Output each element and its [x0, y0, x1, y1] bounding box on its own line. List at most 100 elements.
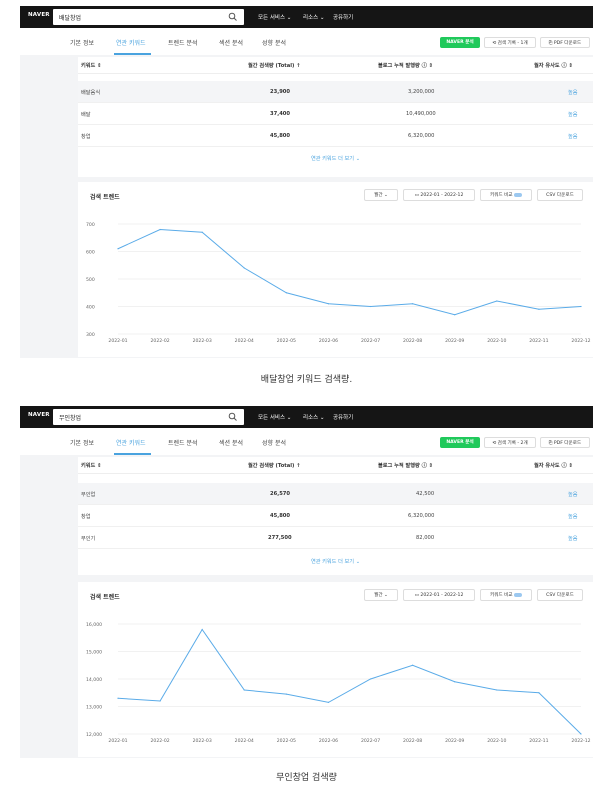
- x-tick-label: 2022-03: [193, 338, 212, 344]
- more-keywords-link[interactable]: 연관 키워드 더 보기 ⌄: [310, 156, 361, 162]
- column-keyword[interactable]: 키워드 ⇕: [81, 463, 102, 469]
- tab-tendency-analysis[interactable]: 성향 분석: [262, 440, 286, 447]
- naver-dropdown[interactable]: NAVER ⌄: [28, 412, 57, 418]
- data-point: [538, 692, 540, 694]
- column-similarity[interactable]: 월자 유사도 ⓘ ⇕: [534, 63, 573, 69]
- series-line: [117, 228, 582, 316]
- y-tick-label: 300: [86, 332, 95, 338]
- keyword-compare-button[interactable]: 키워드 비교: [480, 589, 532, 601]
- menu-all-services[interactable]: 모든 서비스 ⌄: [258, 415, 292, 421]
- active-tab-indicator: [114, 453, 151, 455]
- x-tick-label: 2022-08: [403, 738, 422, 744]
- date-range-label: 2022-01 - 2022-12: [420, 593, 464, 598]
- tab-bar: 기본 정보 연관 키워드 트렌드 분석 섹션 분석 성향 분석 NAVER 분석…: [20, 28, 593, 55]
- x-tick-label: 2022-08: [403, 338, 422, 344]
- data-point: [159, 700, 161, 702]
- table-row[interactable]: 무인기 277,500 82,000 높음: [78, 527, 593, 549]
- column-blog-count[interactable]: 블로그 누적 발행량 ⓘ ⇕: [378, 463, 433, 469]
- cell-similarity: 높음: [568, 112, 578, 118]
- period-label: 월간: [374, 593, 383, 598]
- column-similarity[interactable]: 월자 유사도 ⓘ ⇕: [534, 463, 573, 469]
- search-icon[interactable]: [228, 12, 238, 22]
- search-icon[interactable]: [228, 412, 238, 422]
- naver-dropdown[interactable]: NAVER ⌄: [28, 12, 57, 18]
- tab-basic-info[interactable]: 기본 정보: [70, 440, 94, 447]
- cell-keyword: 무인업: [81, 492, 96, 498]
- x-tick-label: 2022-01: [108, 338, 127, 344]
- tab-bar: 기본 정보 연관 키워드 트렌드 분석 섹션 분석 성향 분석 NAVER 분석…: [20, 428, 593, 455]
- column-monthly-volume[interactable]: 월간 검색량 (Total) ↑: [248, 63, 301, 69]
- table-row[interactable]: 창업 45,800 6,320,000 높음: [78, 125, 593, 147]
- cell-volume: 277,500: [268, 535, 292, 541]
- table-row[interactable]: 배달음식 23,900 3,200,000 높음: [78, 81, 593, 103]
- x-tick-label: 2022-07: [361, 338, 380, 344]
- menu-resources[interactable]: 리소스 ⌄: [303, 415, 325, 421]
- data-point: [454, 314, 456, 316]
- screenshot-panel-1: NAVER ⌄ 배달창업 모든 서비스 ⌄ 리소스 ⌄ 공유하기 기본 정보 연…: [20, 6, 593, 358]
- column-monthly-volume[interactable]: 월간 검색량 (Total) ↑: [248, 463, 301, 469]
- x-tick-label: 2022-09: [445, 738, 464, 744]
- menu-all-services[interactable]: 모든 서비스 ⌄: [258, 15, 292, 21]
- data-point: [580, 733, 582, 735]
- y-tick-label: 16,000: [86, 622, 102, 628]
- x-tick-label: 2022-03: [193, 738, 212, 744]
- tab-basic-info[interactable]: 기본 정보: [70, 40, 94, 47]
- menu-resources[interactable]: 리소스 ⌄: [303, 15, 325, 21]
- tab-trend-analysis[interactable]: 트렌드 분석: [168, 40, 198, 47]
- period-label: 월간: [374, 193, 383, 198]
- x-tick-label: 2022-05: [277, 338, 296, 344]
- date-range-label: 2022-01 - 2022-12: [420, 193, 464, 198]
- keyword-table: 키워드 ⇕ 월간 검색량 (Total) ↑ 블로그 누적 발행량 ⓘ ⇕ 월자…: [78, 457, 593, 575]
- column-blog-count[interactable]: 블로그 누적 발행량 ⓘ ⇕: [378, 63, 433, 69]
- data-point: [285, 292, 287, 294]
- tab-section-analysis[interactable]: 섹션 분석: [219, 40, 243, 47]
- date-range-picker[interactable]: ▭ 2022-01 - 2022-12: [403, 589, 475, 601]
- cell-volume: 37,400: [270, 111, 291, 117]
- compare-label: 키워드 비교: [489, 193, 513, 198]
- cell-blog: 42,500: [416, 491, 435, 497]
- x-tick-label: 2022-11: [529, 338, 548, 344]
- data-point: [201, 231, 203, 233]
- csv-download-button[interactable]: CSV 다운로드: [537, 189, 583, 201]
- tab-section-analysis[interactable]: 섹션 분석: [219, 440, 243, 447]
- naver-analysis-button[interactable]: NAVER 분석: [440, 37, 480, 48]
- y-tick-label: 15,000: [86, 650, 102, 656]
- x-tick-label: 2022-11: [529, 738, 548, 744]
- search-trend-card: 검색 트렌드 월간 ⌄ ▭ 2022-01 - 2022-12 키워드 비교 C…: [78, 582, 593, 757]
- x-tick-label: 2022-04: [235, 338, 254, 344]
- tab-related-keywords[interactable]: 연관 키워드: [116, 440, 146, 447]
- period-select[interactable]: 월간 ⌄: [364, 589, 398, 601]
- pdf-download-button[interactable]: ⎘ PDF 다운로드: [540, 437, 590, 448]
- data-point: [369, 678, 372, 680]
- menu-share[interactable]: 공유하기: [333, 415, 354, 421]
- column-keyword[interactable]: 키워드 ⇕: [81, 63, 102, 69]
- table-row[interactable]: 무인업 26,570 42,500 높음: [78, 483, 593, 505]
- search-history-button[interactable]: ⟲ 검색 기록 - 2개: [484, 437, 536, 448]
- cell-blog: 3,200,000: [408, 89, 435, 95]
- y-tick-label: 400: [86, 305, 95, 311]
- csv-download-button[interactable]: CSV 다운로드: [537, 589, 583, 601]
- compare-label: 키워드 비교: [489, 593, 513, 598]
- x-tick-label: 2022-09: [445, 338, 464, 344]
- tab-related-keywords[interactable]: 연관 키워드: [116, 40, 146, 47]
- more-keywords-link[interactable]: 연관 키워드 더 보기 ⌄: [310, 559, 361, 565]
- data-point: [496, 689, 498, 691]
- cell-blog: 82,000: [416, 535, 435, 541]
- search-input[interactable]: 배달창업: [53, 9, 244, 25]
- y-tick-label: 14,000: [86, 677, 102, 683]
- keyword-compare-button[interactable]: 키워드 비교: [480, 189, 532, 201]
- table-row[interactable]: 창업 45,800 6,320,000 높음: [78, 505, 593, 527]
- search-history-button[interactable]: ⟲ 검색 기록 - 1개: [484, 37, 536, 48]
- cell-volume: 45,800: [270, 133, 291, 139]
- naver-analysis-button[interactable]: NAVER 분석: [440, 437, 480, 448]
- cell-keyword: 배달: [81, 112, 91, 118]
- period-select[interactable]: 월간 ⌄: [364, 189, 398, 201]
- date-range-picker[interactable]: ▭ 2022-01 - 2022-12: [403, 189, 475, 201]
- tab-trend-analysis[interactable]: 트렌드 분석: [168, 440, 198, 447]
- table-row[interactable]: 배달 37,400 10,490,000 높음: [78, 103, 593, 125]
- pdf-download-button[interactable]: ⎘ PDF 다운로드: [540, 37, 590, 48]
- menu-share[interactable]: 공유하기: [333, 15, 354, 21]
- search-input[interactable]: 무인창업: [53, 409, 244, 425]
- tab-tendency-analysis[interactable]: 성향 분석: [262, 40, 286, 47]
- y-tick-label: 600: [86, 250, 95, 256]
